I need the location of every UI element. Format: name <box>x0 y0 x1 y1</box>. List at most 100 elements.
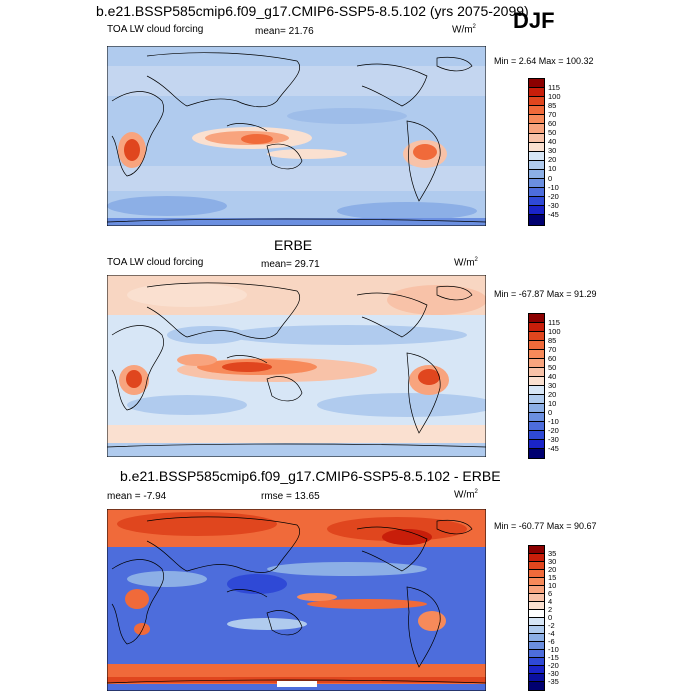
colorbar-tick-label: 20 <box>548 564 557 574</box>
panel-1-variable-label: TOA LW cloud forcing <box>107 24 204 35</box>
panel-3-colorbar-cell <box>529 666 544 674</box>
panel-1-colorbar-cell <box>529 169 544 180</box>
colorbar-tick-label: 115 <box>548 317 560 327</box>
panel-1-colorbar-cell <box>529 197 544 207</box>
panel-1-colorbar-cell <box>529 115 544 125</box>
colorbar-tick-label: 35 <box>548 548 557 558</box>
panel-2-units: W/m2 <box>454 257 478 269</box>
panel-1-mean-label: mean= 21.76 <box>255 26 314 37</box>
panel-1-units: W/m2 <box>452 24 476 36</box>
panel-3-colorbar-cell <box>529 554 544 562</box>
colorbar-tick-label: 70 <box>548 344 557 354</box>
panel-3-colorbar-cell <box>529 634 544 642</box>
panel-3-colorbar-labels: 35 30 20 15 10 6 4 2 0 -2 -4 -6 -10 -15 … <box>548 545 588 689</box>
panel-3-colorbar-cell <box>529 650 544 658</box>
panel-2-map <box>107 275 486 457</box>
panel-3-colorbar-cell <box>529 642 544 650</box>
colorbar-tick-label: 30 <box>548 556 557 566</box>
panel-2-colorbar-cell <box>529 386 544 395</box>
panel-3-colorbar-cell <box>529 546 544 554</box>
panel-3-colorbar-cell <box>529 570 544 578</box>
panel-1-colorbar-labels: 115 100 85 70 60 50 40 30 20 10 0 -10 -2… <box>548 78 588 224</box>
colorbar-tick-label: 60 <box>548 353 557 363</box>
panel-3-colorbar-cell <box>529 674 544 682</box>
panel-1-colorbar-cell <box>529 206 544 216</box>
colorbar-tick-label: 6 <box>548 588 553 598</box>
panel-2-title: ERBE <box>274 237 313 253</box>
colorbar-tick-label: 15 <box>548 572 557 582</box>
panel-2-colorbar-cell <box>529 449 544 458</box>
panel-2-colorbar-cell <box>529 440 544 449</box>
colorbar-tick-label: -35 <box>548 676 559 686</box>
panel-2-colorbar-cell <box>529 368 544 377</box>
panel-1-title: b.e21.BSSP585cmip6.f09_g17.CMIP6-SSP5-8.… <box>96 3 529 19</box>
colorbar-tick-label: 40 <box>548 371 557 381</box>
panel-3-colorbar-cell <box>529 578 544 586</box>
panel-2-colorbar-labels: 115 100 85 70 60 50 40 30 20 10 0 -10 -2… <box>548 313 588 457</box>
colorbar-tick-label: -30 <box>548 668 559 678</box>
colorbar-tick-label: 4 <box>548 596 553 606</box>
panel-2-colorbar-cell <box>529 341 544 350</box>
colorbar-tick-label: 85 <box>548 335 557 345</box>
panel-2-colorbar <box>528 313 545 459</box>
colorbar-tick-label: 50 <box>548 362 557 372</box>
panel-2-colorbar-cell <box>529 404 544 413</box>
colorbar-tick-label: -20 <box>548 660 559 670</box>
panel-1-colorbar-cell <box>529 179 544 189</box>
colorbar-tick-label: -30 <box>548 200 559 210</box>
panel-1-colorbar-cell <box>529 124 544 134</box>
colorbar-tick-label: 85 <box>548 100 557 110</box>
colorbar-tick-label: 0 <box>548 612 553 622</box>
panel-3-colorbar-cell <box>529 618 544 626</box>
season-label: DJF <box>513 8 555 33</box>
colorbar-tick-label: 20 <box>548 389 557 399</box>
panel-2-minmax: Min = -67.87 Max = 91.29 <box>494 289 597 299</box>
panel-2-colorbar-cell <box>529 413 544 422</box>
panel-3-colorbar-cell <box>529 658 544 666</box>
colorbar-tick-label: -10 <box>548 644 559 654</box>
panel-2-variable-label: TOA LW cloud forcing <box>107 257 204 268</box>
panel-1-colorbar-cell <box>529 106 544 116</box>
colorbar-tick-label: 10 <box>548 580 557 590</box>
colorbar-tick-label: 40 <box>548 137 557 147</box>
colorbar-tick-label: 100 <box>548 326 561 336</box>
colorbar-tick-label: 30 <box>548 146 557 156</box>
colorbar-tick-label: -20 <box>548 425 559 435</box>
colorbar-tick-label: -45 <box>548 443 559 453</box>
panel-1-minmax: Min = 2.64 Max = 100.32 <box>494 56 594 66</box>
panel-3-mean-label: mean = -7.94 <box>107 491 167 502</box>
colorbar-tick-label: -2 <box>548 620 555 630</box>
colorbar-tick-label: 0 <box>548 407 553 417</box>
panel-2-colorbar-cell <box>529 332 544 341</box>
panel-1-colorbar-cell <box>529 188 544 198</box>
colorbar-tick-label: 115 <box>548 82 560 92</box>
panel-3-map <box>107 509 486 691</box>
panel-2-colorbar-cell <box>529 323 544 332</box>
colorbar-tick-label: 30 <box>548 380 557 390</box>
colorbar-tick-label: -10 <box>548 416 559 426</box>
panel-1-colorbar-cell <box>529 97 544 107</box>
colorbar-tick-label: 70 <box>548 109 557 119</box>
panel-2-colorbar-cell <box>529 422 544 431</box>
colorbar-tick-label: 100 <box>548 91 561 101</box>
panel-2-colorbar-cell <box>529 377 544 386</box>
panel-1-colorbar-cell <box>529 142 544 152</box>
panel-1-colorbar-cell <box>529 88 544 98</box>
colorbar-tick-label: 60 <box>548 118 557 128</box>
panel-3-colorbar-cell <box>529 594 544 602</box>
panel-3-colorbar <box>528 545 545 691</box>
colorbar-tick-label: -10 <box>548 182 559 192</box>
colorbar-tick-label: 50 <box>548 128 557 137</box>
panel-1-map <box>107 46 486 226</box>
panel-3-colorbar-cell <box>529 682 544 690</box>
panel-1-colorbar-cell <box>529 215 544 225</box>
panel-2-colorbar-cell <box>529 314 544 323</box>
colorbar-tick-label: -45 <box>548 209 559 219</box>
colorbar-tick-label: 20 <box>548 155 557 165</box>
panel-3-units: W/m2 <box>454 489 478 501</box>
panel-3-colorbar-cell <box>529 562 544 570</box>
colorbar-tick-label: -20 <box>548 191 559 201</box>
colorbar-tick-label: -15 <box>548 652 559 662</box>
panel-3-colorbar-cell <box>529 602 544 610</box>
panel-2-colorbar-cell <box>529 350 544 359</box>
